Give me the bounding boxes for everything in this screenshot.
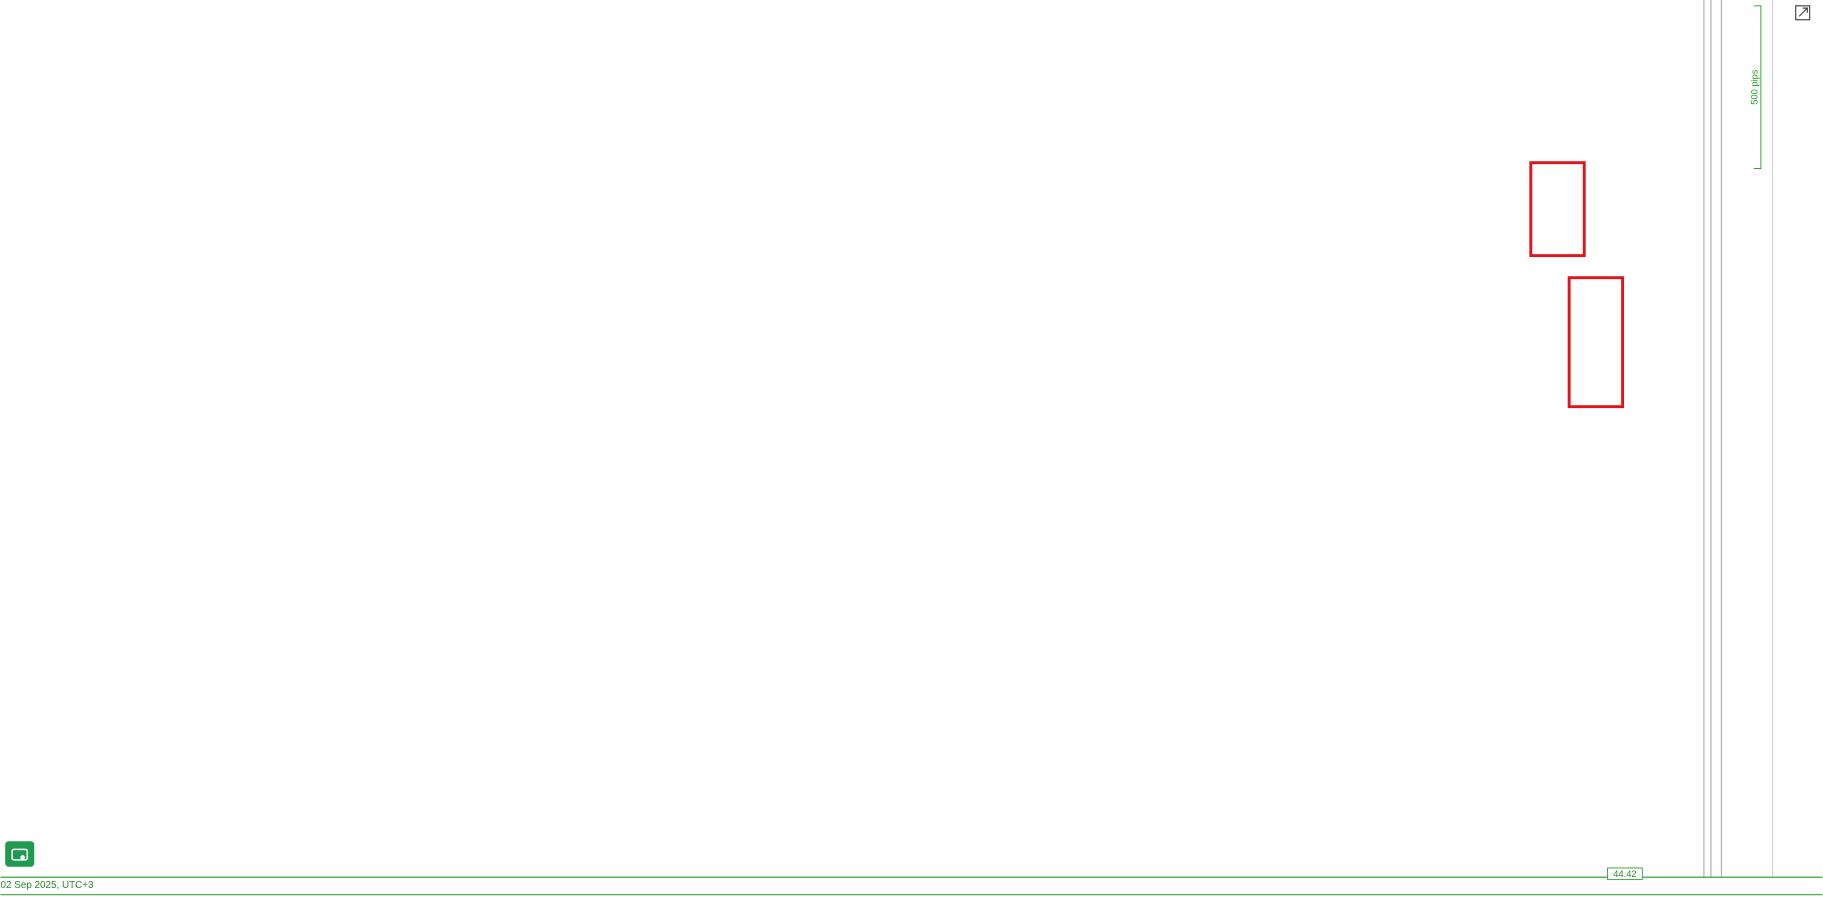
range-bracket <box>1753 5 1762 169</box>
highlight-box <box>1529 161 1586 258</box>
detach-button[interactable] <box>1795 5 1811 21</box>
trade-button-bg[interactable] <box>5 841 35 867</box>
countdown: 44.42 <box>1613 869 1636 879</box>
range-label: 500 pips <box>1750 69 1760 104</box>
x-start-label: 02 Sep 2025, UTC+3 <box>1 880 94 891</box>
trade-button[interactable] <box>5 841 35 867</box>
countdown-box <box>1607 867 1643 881</box>
trade-button-dot <box>20 855 25 860</box>
detach-arrow <box>1798 7 1808 17</box>
highlight-box <box>1567 276 1625 409</box>
trade-button-icon <box>11 848 29 861</box>
